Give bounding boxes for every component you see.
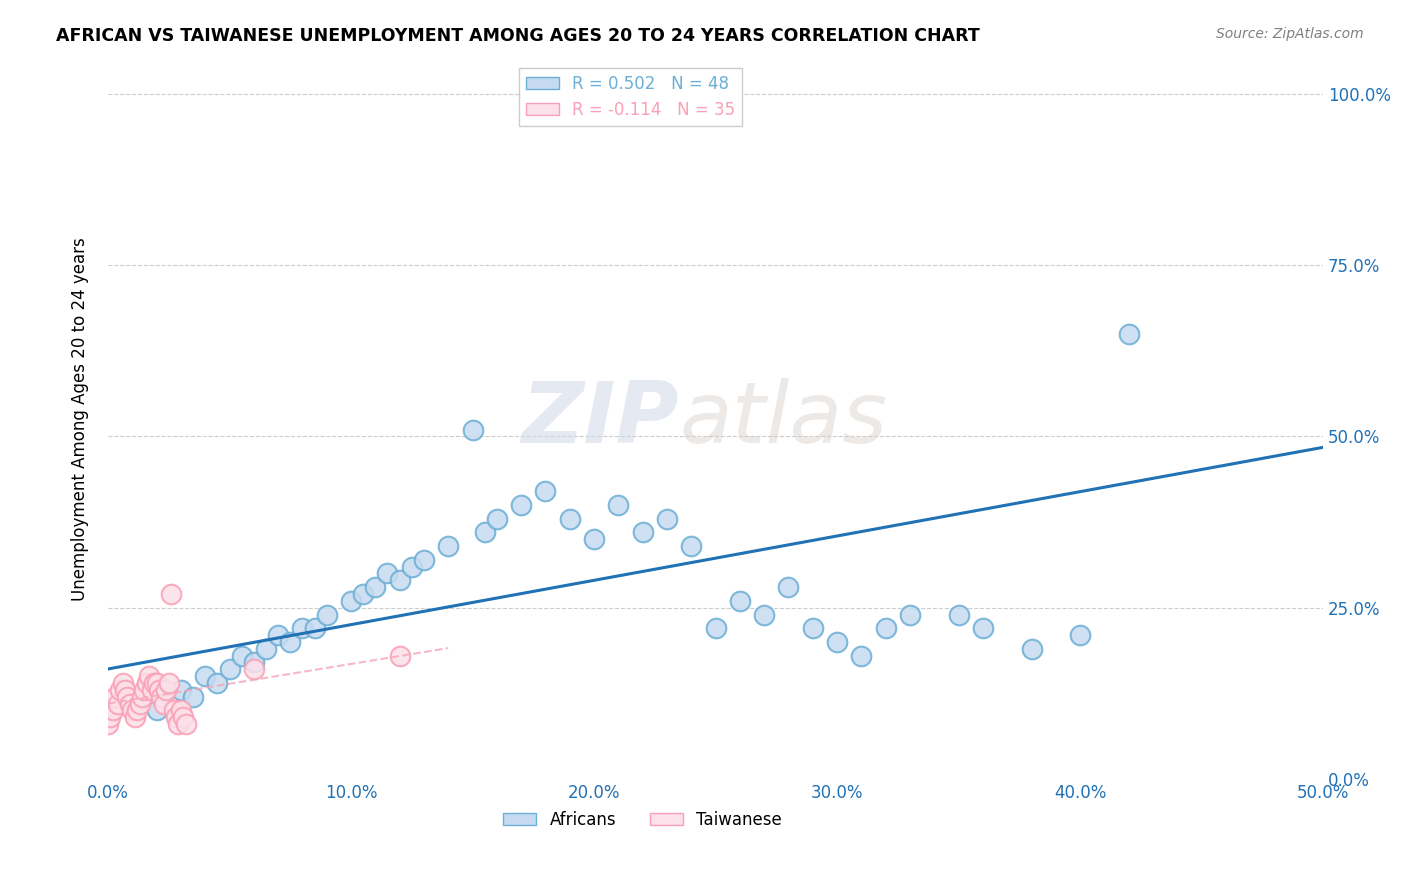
Point bbox=[172, 710, 194, 724]
Point bbox=[413, 552, 436, 566]
Point bbox=[291, 621, 314, 635]
Point bbox=[583, 532, 606, 546]
Point bbox=[135, 676, 157, 690]
Point bbox=[825, 635, 848, 649]
Point bbox=[898, 607, 921, 622]
Point bbox=[267, 628, 290, 642]
Point bbox=[681, 539, 703, 553]
Point bbox=[1021, 641, 1043, 656]
Point bbox=[607, 498, 630, 512]
Point bbox=[117, 690, 139, 704]
Point bbox=[437, 539, 460, 553]
Point bbox=[388, 648, 411, 663]
Point bbox=[162, 703, 184, 717]
Point bbox=[141, 682, 163, 697]
Point bbox=[97, 717, 120, 731]
Point bbox=[801, 621, 824, 635]
Point bbox=[145, 676, 167, 690]
Point bbox=[388, 574, 411, 588]
Text: AFRICAN VS TAIWANESE UNEMPLOYMENT AMONG AGES 20 TO 24 YEARS CORRELATION CHART: AFRICAN VS TAIWANESE UNEMPLOYMENT AMONG … bbox=[56, 27, 980, 45]
Point bbox=[851, 648, 873, 663]
Text: atlas: atlas bbox=[679, 377, 887, 461]
Point bbox=[364, 580, 387, 594]
Point bbox=[340, 594, 363, 608]
Point bbox=[128, 697, 150, 711]
Point bbox=[101, 703, 124, 717]
Point bbox=[254, 641, 277, 656]
Point bbox=[111, 676, 134, 690]
Point bbox=[728, 594, 751, 608]
Point bbox=[157, 676, 180, 690]
Point bbox=[143, 676, 166, 690]
Point bbox=[148, 682, 170, 697]
Point bbox=[131, 690, 153, 704]
Point bbox=[972, 621, 994, 635]
Point bbox=[1069, 628, 1091, 642]
Point bbox=[174, 717, 197, 731]
Point bbox=[114, 682, 136, 697]
Point bbox=[153, 697, 176, 711]
Y-axis label: Unemployment Among Ages 20 to 24 years: Unemployment Among Ages 20 to 24 years bbox=[72, 237, 89, 601]
Point bbox=[127, 703, 149, 717]
Point bbox=[948, 607, 970, 622]
Point bbox=[121, 703, 143, 717]
Point bbox=[875, 621, 897, 635]
Point bbox=[631, 525, 654, 540]
Point bbox=[124, 710, 146, 724]
Point bbox=[485, 511, 508, 525]
Point bbox=[704, 621, 727, 635]
Text: ZIP: ZIP bbox=[522, 377, 679, 461]
Point bbox=[401, 559, 423, 574]
Point bbox=[315, 607, 337, 622]
Point bbox=[138, 669, 160, 683]
Point bbox=[167, 717, 190, 731]
Point bbox=[134, 682, 156, 697]
Point bbox=[754, 607, 776, 622]
Point bbox=[118, 697, 141, 711]
Point bbox=[461, 423, 484, 437]
Point bbox=[218, 662, 240, 676]
Point bbox=[778, 580, 800, 594]
Point bbox=[170, 682, 193, 697]
Text: Source: ZipAtlas.com: Source: ZipAtlas.com bbox=[1216, 27, 1364, 41]
Point bbox=[181, 690, 204, 704]
Point bbox=[155, 682, 177, 697]
Point bbox=[243, 662, 266, 676]
Point bbox=[100, 710, 122, 724]
Point bbox=[160, 587, 183, 601]
Point bbox=[104, 690, 127, 704]
Point bbox=[243, 656, 266, 670]
Point bbox=[278, 635, 301, 649]
Point bbox=[352, 587, 374, 601]
Point bbox=[170, 703, 193, 717]
Point bbox=[108, 682, 131, 697]
Point bbox=[558, 511, 581, 525]
Point bbox=[655, 511, 678, 525]
Point bbox=[231, 648, 253, 663]
Point bbox=[474, 525, 496, 540]
Point bbox=[534, 484, 557, 499]
Point bbox=[207, 676, 229, 690]
Point bbox=[1118, 326, 1140, 341]
Point bbox=[194, 669, 217, 683]
Legend: Africans, Taiwanese: Africans, Taiwanese bbox=[496, 804, 789, 835]
Point bbox=[510, 498, 533, 512]
Point bbox=[165, 710, 187, 724]
Point bbox=[107, 697, 129, 711]
Point bbox=[377, 566, 399, 581]
Point bbox=[150, 690, 173, 704]
Point bbox=[145, 703, 167, 717]
Point bbox=[304, 621, 326, 635]
